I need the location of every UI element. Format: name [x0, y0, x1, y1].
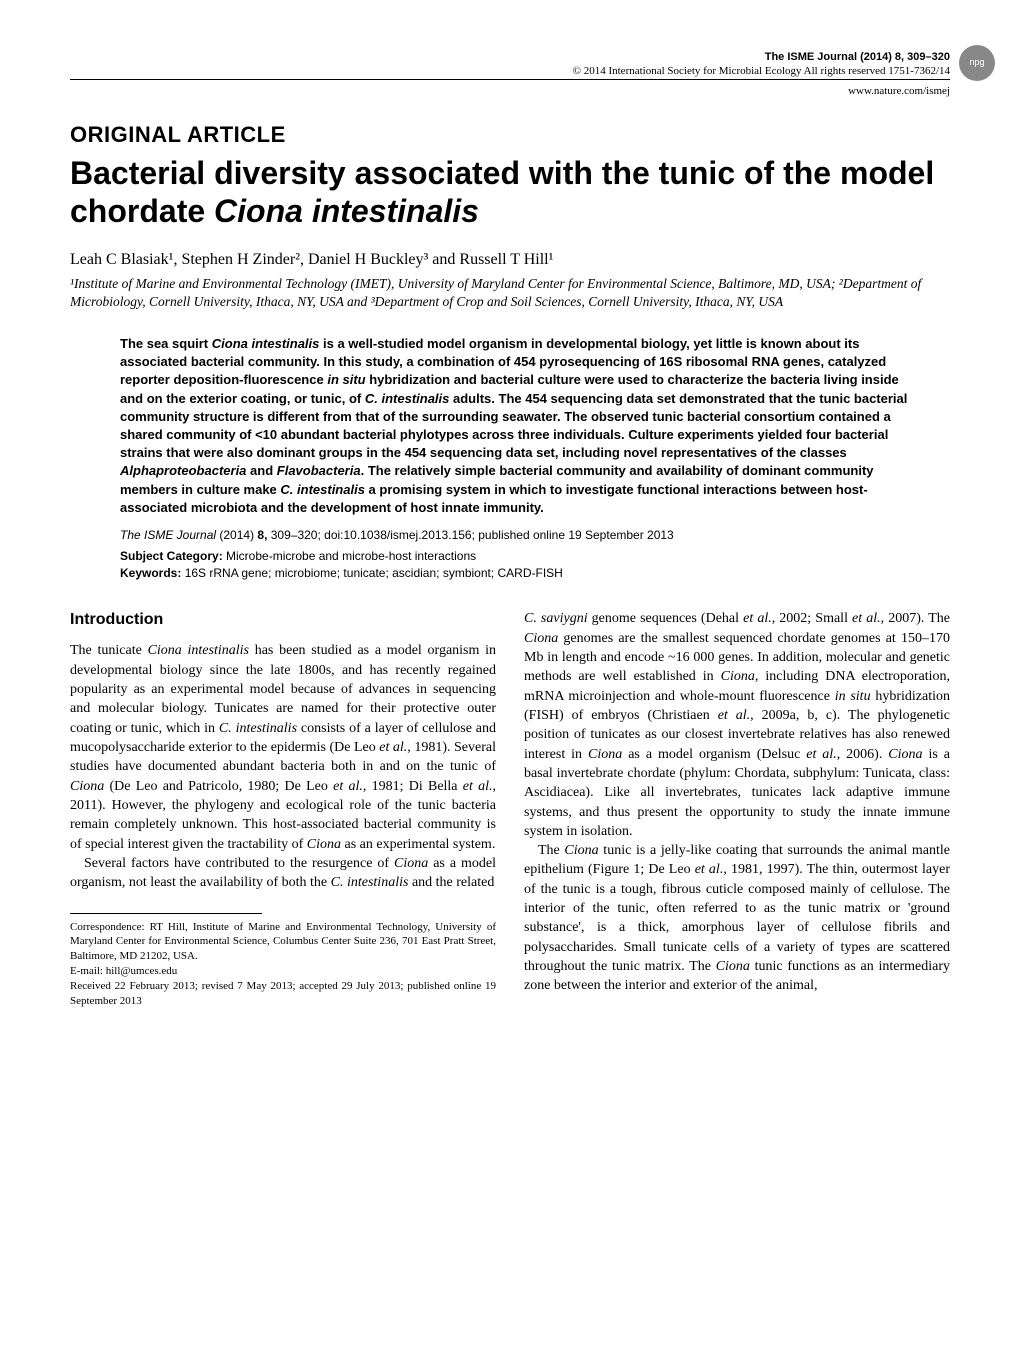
citation-rest: (2014)	[216, 528, 257, 542]
intro-heading: Introduction	[70, 609, 496, 631]
subject-label: Subject Category:	[120, 549, 223, 563]
subject-text: Microbe-microbe and microbe-host interac…	[223, 549, 476, 563]
copyright-line: © 2014 International Society for Microbi…	[70, 64, 950, 78]
footer-divider	[70, 913, 262, 914]
npg-badge-icon: npg	[959, 45, 995, 81]
journal-url: www.nature.com/ismej	[70, 84, 950, 98]
left-column: Introduction The tunicate Ciona intestin…	[70, 609, 496, 1008]
title-text: Bacterial diversity associated with the …	[70, 155, 934, 229]
keywords-text: 16S rRNA gene; microbiome; tunicate; asc…	[181, 566, 562, 580]
journal-name: The ISME Journal (2014) 8, 309–320	[765, 51, 950, 63]
received-line: Received 22 February 2013; revised 7 May…	[70, 979, 496, 1009]
citation-line: The ISME Journal (2014) 8, 309–320; doi:…	[120, 527, 920, 544]
right-column: C. saviygni genome sequences (Dehal et a…	[524, 609, 950, 1008]
intro-para-1: The tunicate Ciona intestinalis has been…	[70, 641, 496, 853]
keywords-line: Keywords: 16S rRNA gene; microbiome; tun…	[120, 565, 920, 582]
journal-header: npg The ISME Journal (2014) 8, 309–320 ©…	[70, 50, 950, 98]
right-para-2: The Ciona tunic is a jelly-like coating …	[524, 841, 950, 996]
header-divider	[70, 79, 950, 80]
citation-journal: The ISME Journal	[120, 528, 216, 542]
keywords-label: Keywords:	[120, 566, 181, 580]
page-container: npg The ISME Journal (2014) 8, 309–320 ©…	[0, 0, 1020, 1049]
correspondence-block: Correspondence: RT Hill, Institute of Ma…	[70, 920, 496, 1009]
citation-volume: 8,	[257, 528, 267, 542]
abstract-block: The sea squirt Ciona intestinalis is a w…	[120, 335, 920, 581]
correspondence-text: Correspondence: RT Hill, Institute of Ma…	[70, 920, 496, 965]
citation-pages: 309–320; doi:10.1038/ismej.2013.156; pub…	[267, 528, 673, 542]
body-columns: Introduction The tunicate Ciona intestin…	[70, 609, 950, 1008]
affiliations: ¹Institute of Marine and Environmental T…	[70, 275, 950, 311]
title-species: Ciona intestinalis	[214, 193, 479, 229]
right-para-1: C. saviygni genome sequences (Dehal et a…	[524, 609, 950, 841]
article-type: ORIGINAL ARTICLE	[70, 122, 950, 148]
intro-para-2: Several factors have contributed to the …	[70, 854, 496, 893]
article-title: Bacterial diversity associated with the …	[70, 154, 950, 231]
correspondence-email: E-mail: hill@umces.edu	[70, 964, 496, 979]
abstract-text: The sea squirt Ciona intestinalis is a w…	[120, 335, 920, 517]
subject-line: Subject Category: Microbe-microbe and mi…	[120, 548, 920, 565]
authors-line: Leah C Blasiak¹, Stephen H Zinder², Dani…	[70, 251, 950, 269]
